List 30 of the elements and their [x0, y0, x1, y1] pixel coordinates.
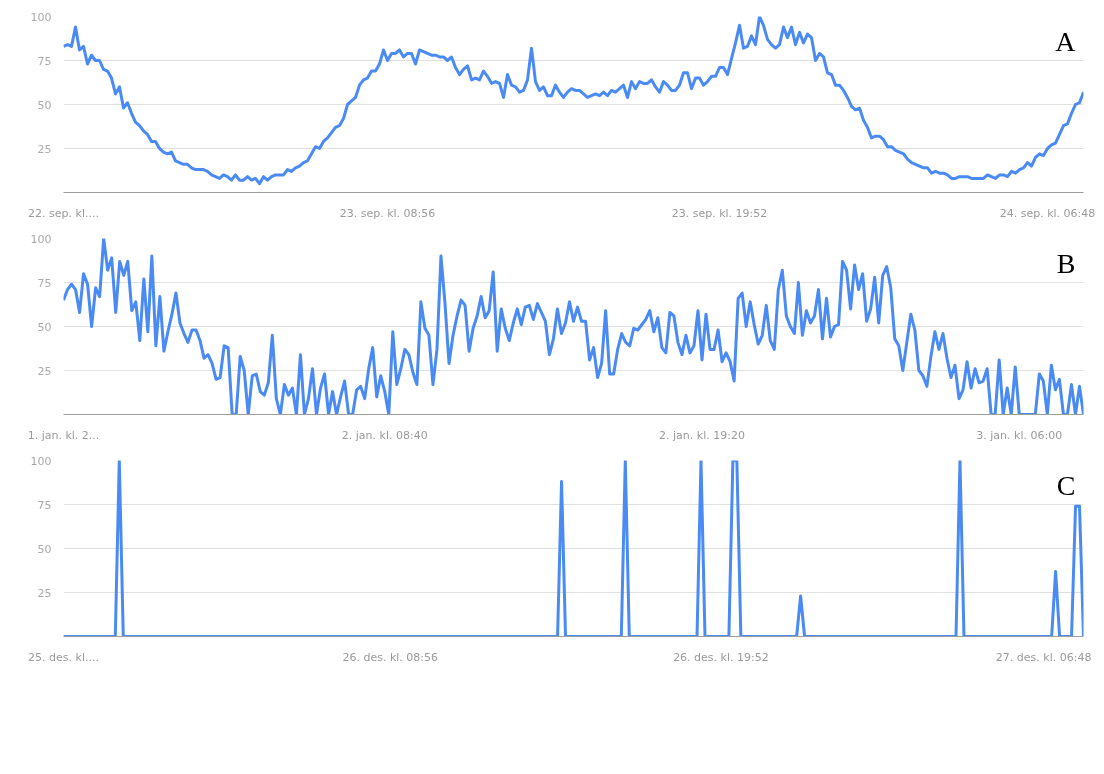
y-tick-label: 75 — [37, 54, 52, 68]
x-tick-label: 2. jan. kl. 08:40 — [341, 428, 428, 442]
y-tick-label: 100 — [30, 10, 52, 24]
chart-title: B — [1056, 247, 1076, 279]
y-tick-label: 25 — [37, 364, 52, 378]
x-tick-label: 26. des. kl. 08:56 — [342, 650, 439, 664]
x-tick-label: 23. sep. kl. 19:52 — [671, 206, 768, 220]
y-tick-label: 50 — [37, 542, 52, 556]
x-tick-label: 2. jan. kl. 19:20 — [659, 428, 745, 442]
x-tick-label: 1. jan. kl. 2... — [27, 428, 100, 442]
y-tick-label: 100 — [30, 232, 52, 246]
x-tick-label: 26. des. kl. 19:52 — [673, 650, 769, 664]
chart-title: C — [1056, 469, 1076, 501]
y-tick-label: 25 — [37, 142, 52, 156]
y-tick-label: 75 — [37, 498, 52, 512]
x-tick-label: 25. des. kl.... — [28, 650, 99, 664]
chart-title: A — [1055, 25, 1077, 57]
x-tick-label: 24. sep. kl. 06:48 — [999, 206, 1096, 220]
y-tick-label: 25 — [37, 586, 52, 600]
line-series — [63, 16, 1084, 186]
y-tick-label: 75 — [37, 276, 52, 290]
y-tick-label: 50 — [37, 98, 52, 112]
line-series — [63, 238, 1084, 415]
x-tick-label: 27. des. kl. 06:48 — [995, 650, 1092, 664]
line-series — [63, 460, 1084, 637]
x-tick-label: 22. sep. kl.... — [28, 206, 99, 220]
x-tick-label: 23. sep. kl. 08:56 — [339, 206, 436, 220]
y-tick-label: 50 — [37, 320, 52, 334]
x-tick-label: 3. jan. kl. 06:00 — [976, 428, 1063, 442]
y-tick-label: 100 — [30, 454, 52, 468]
